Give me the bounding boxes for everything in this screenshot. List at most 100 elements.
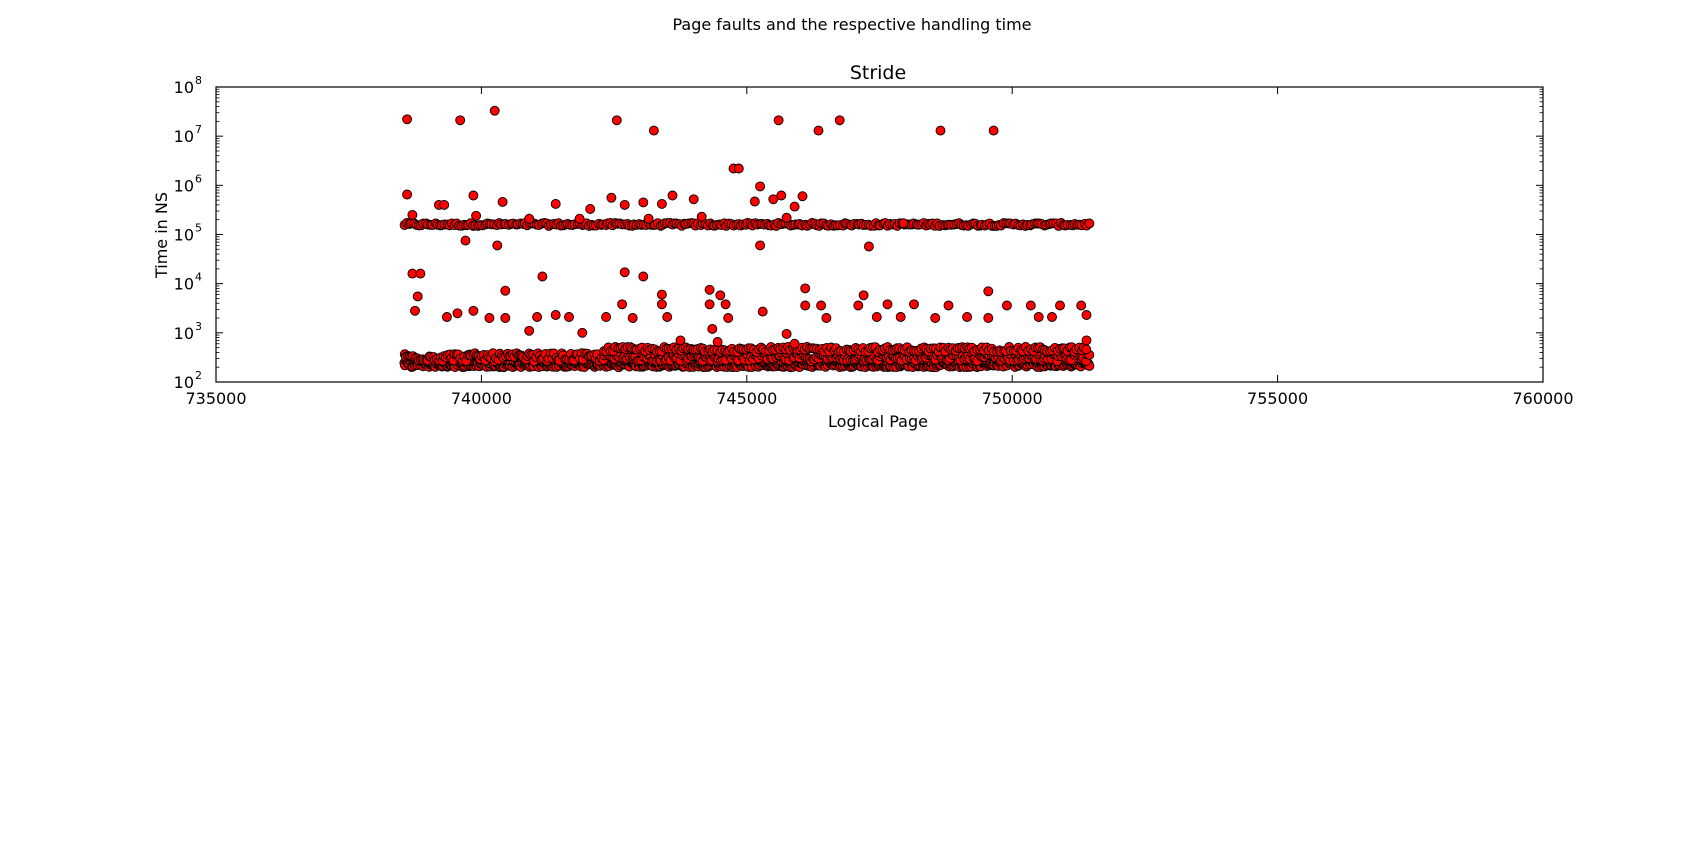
data-point	[577, 327, 588, 338]
data-point	[768, 194, 779, 205]
data-point	[988, 125, 999, 136]
data-point	[415, 268, 426, 279]
data-point	[688, 194, 699, 205]
data-point	[667, 190, 678, 201]
data-point	[656, 299, 667, 310]
data-point	[898, 218, 909, 229]
data-point	[1001, 300, 1012, 311]
data-point	[821, 313, 832, 323]
data-point	[757, 306, 768, 317]
data-point	[704, 299, 715, 310]
data-point	[1081, 335, 1092, 346]
data-point	[468, 305, 479, 316]
data-point	[412, 291, 423, 302]
data-point	[1033, 312, 1044, 322]
y-tick-label-exponent: 7	[195, 123, 202, 136]
y-axis-label: Time in NS	[152, 192, 171, 279]
data-point	[1055, 300, 1065, 311]
data-point	[484, 313, 495, 323]
data-point	[601, 312, 612, 322]
data-point	[460, 235, 471, 246]
y-tick-label: 10	[174, 78, 194, 97]
data-point	[895, 312, 906, 322]
data-point	[1076, 300, 1087, 311]
data-point	[983, 286, 994, 297]
data-point	[648, 125, 659, 136]
data-point	[537, 271, 548, 282]
data-point	[1081, 344, 1092, 355]
data-point	[471, 210, 482, 221]
data-point	[1084, 218, 1095, 229]
data-point	[853, 300, 864, 311]
data-point	[439, 199, 450, 210]
data-point	[882, 299, 893, 310]
data-point	[1081, 310, 1092, 320]
x-tick-label: 745000	[716, 389, 777, 408]
x-tick-label: 755000	[1247, 389, 1308, 408]
data-point	[402, 114, 413, 125]
data-point	[773, 115, 784, 126]
data-point	[733, 163, 744, 174]
data-point	[816, 300, 827, 311]
data-point	[1047, 312, 1057, 322]
data-point	[776, 190, 787, 201]
data-point	[662, 312, 673, 322]
data-point	[789, 201, 800, 212]
data-point	[800, 300, 811, 311]
data-point	[468, 190, 479, 201]
data-point	[455, 115, 466, 126]
chart-title: Stride	[850, 62, 906, 84]
plot-area-frame	[215, 86, 1544, 383]
y-tick-label-exponent: 4	[195, 271, 202, 284]
data-point	[749, 196, 760, 207]
data-point	[407, 209, 418, 220]
data-point	[656, 198, 667, 209]
y-tick-label-exponent: 5	[195, 222, 202, 235]
x-tick-label: 760000	[1512, 389, 1573, 408]
data-point	[550, 310, 561, 320]
data-point	[755, 181, 766, 192]
y-tick-label-exponent: 6	[195, 172, 202, 185]
data-point	[1025, 300, 1036, 311]
data-point	[606, 192, 617, 203]
x-tick-label: 740000	[451, 389, 512, 408]
data-point	[755, 240, 766, 251]
data-point	[704, 284, 715, 295]
data-point	[712, 337, 723, 347]
y-tick-label: 10	[174, 275, 194, 294]
data-point	[452, 308, 463, 319]
data-point	[800, 283, 811, 294]
y-tick-label: 10	[174, 226, 194, 245]
y-tick-label-exponent: 8	[195, 74, 202, 87]
data-point	[797, 191, 808, 202]
data-point	[638, 197, 649, 208]
data-point	[402, 189, 413, 200]
data-point	[627, 313, 638, 323]
data-point	[564, 312, 574, 322]
data-point	[524, 325, 535, 336]
data-point	[834, 115, 845, 126]
data-point	[983, 313, 994, 323]
y-tick-label: 10	[174, 127, 194, 146]
x-axis-ticks: 735000 740000 745000 750000 755000 760000	[185, 87, 1574, 408]
data-point	[962, 312, 973, 322]
data-point	[532, 312, 543, 322]
data-point	[441, 312, 452, 322]
data-point	[492, 240, 503, 251]
data-point	[497, 196, 508, 207]
figure-suptitle: Page faults and the respective handling …	[672, 15, 1031, 34]
data-point	[611, 115, 622, 126]
y-tick-label: 10	[174, 373, 194, 392]
scatter-points	[399, 105, 1095, 373]
data-point	[723, 313, 734, 323]
data-point	[707, 323, 718, 334]
data-point	[943, 300, 954, 311]
y-tick-label: 10	[174, 176, 194, 195]
data-point	[789, 338, 800, 349]
data-point	[489, 105, 500, 116]
y-tick-label-exponent: 3	[195, 320, 202, 333]
data-point	[638, 271, 649, 282]
data-point	[858, 290, 869, 301]
